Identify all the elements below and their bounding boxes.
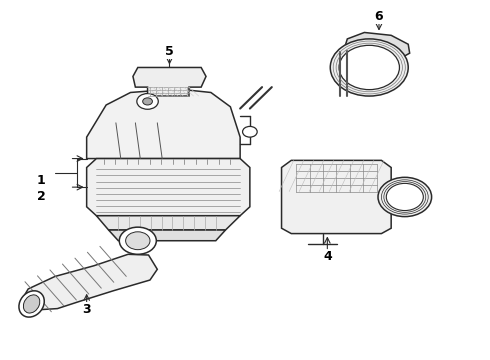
Circle shape	[143, 98, 152, 105]
Circle shape	[330, 39, 408, 96]
Text: 1: 1	[37, 174, 46, 186]
Text: 3: 3	[82, 303, 91, 316]
Circle shape	[378, 177, 432, 217]
Circle shape	[125, 232, 150, 249]
Polygon shape	[109, 230, 225, 241]
Circle shape	[137, 94, 158, 109]
Ellipse shape	[24, 295, 40, 313]
Circle shape	[386, 183, 423, 211]
Text: 4: 4	[323, 250, 332, 263]
Polygon shape	[345, 32, 410, 59]
Text: 6: 6	[375, 10, 383, 23]
Circle shape	[339, 45, 399, 90]
Polygon shape	[97, 216, 240, 230]
Polygon shape	[87, 158, 250, 216]
Polygon shape	[21, 254, 157, 310]
Polygon shape	[87, 89, 240, 158]
Polygon shape	[282, 160, 391, 234]
Text: 2: 2	[37, 190, 46, 203]
Polygon shape	[133, 67, 206, 96]
Circle shape	[119, 227, 156, 254]
Text: 5: 5	[165, 45, 174, 58]
Circle shape	[243, 126, 257, 137]
Ellipse shape	[19, 291, 44, 317]
